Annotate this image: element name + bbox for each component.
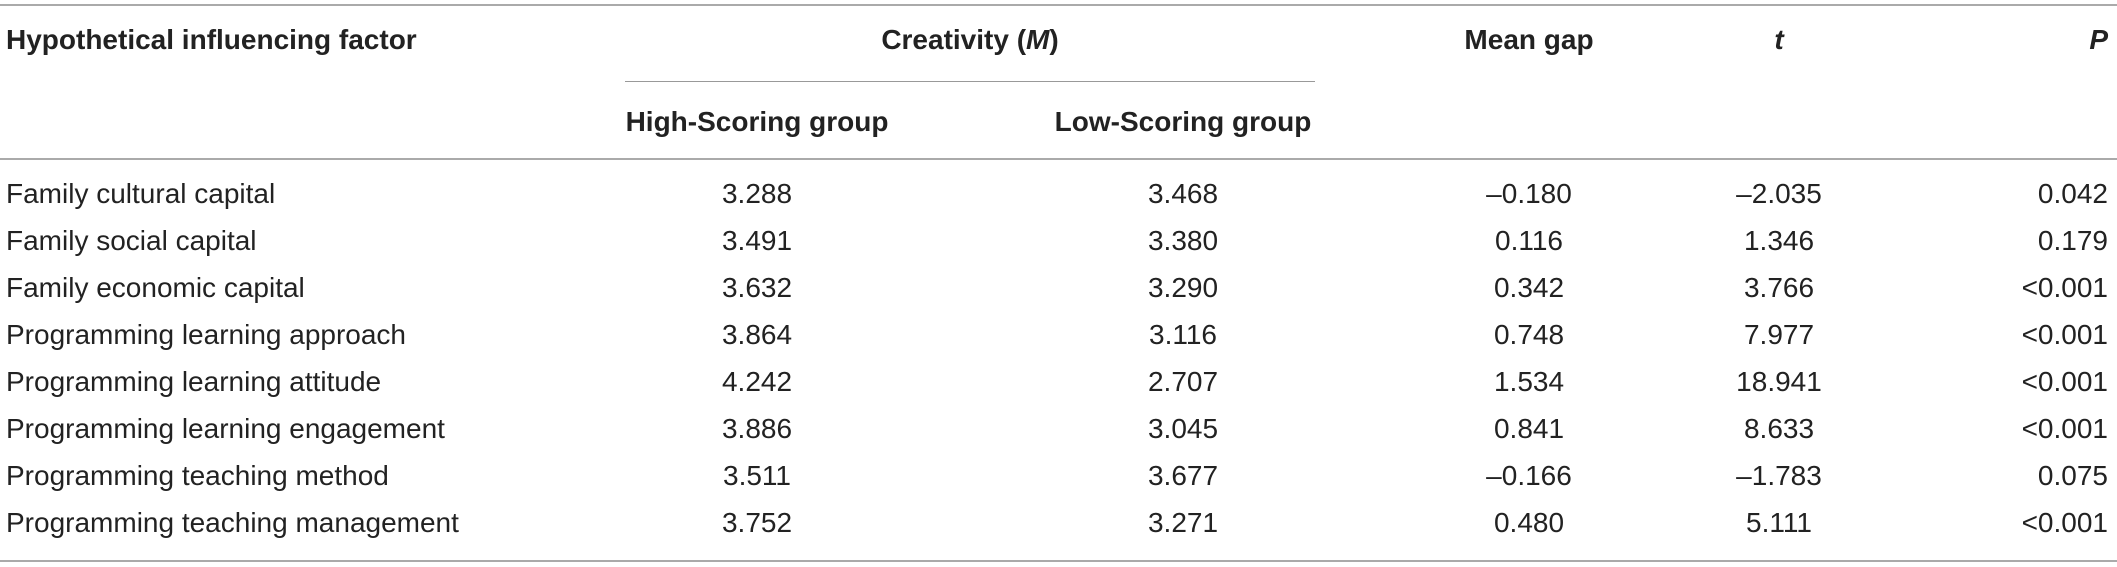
- row-low: 3.677: [1147, 460, 1219, 491]
- row-t: –1.783: [1736, 460, 1822, 491]
- row-high: 3.632: [721, 272, 793, 303]
- row-gap: 0.841: [1493, 413, 1565, 444]
- row-t: 7.977: [1743, 319, 1815, 350]
- header-t: t: [1774, 24, 1783, 56]
- row-p: <0.001: [2021, 319, 2108, 350]
- row-p: <0.001: [2021, 366, 2108, 397]
- row-p: <0.001: [2021, 413, 2108, 444]
- row-low: 3.045: [1147, 413, 1219, 444]
- row-p: <0.001: [2021, 272, 2108, 303]
- row-gap: –0.166: [1486, 460, 1572, 491]
- row-gap: 0.342: [1493, 272, 1565, 303]
- row-t: 3.766: [1743, 272, 1815, 303]
- row-p: 0.042: [2037, 178, 2108, 209]
- row-gap: 0.480: [1493, 507, 1565, 538]
- row-factor: Family social capital: [6, 225, 257, 256]
- row-factor: Family economic capital: [6, 272, 305, 303]
- row-low: 3.290: [1147, 272, 1219, 303]
- row-t: –2.035: [1736, 178, 1822, 209]
- row-high: 4.242: [721, 366, 793, 397]
- header-factor: Hypothetical influencing factor: [6, 24, 417, 55]
- row-low: 3.271: [1147, 507, 1219, 538]
- header-high-group: High-Scoring group: [625, 106, 889, 137]
- row-gap: 1.534: [1493, 366, 1565, 397]
- header-low-group: Low-Scoring group: [1054, 106, 1312, 137]
- header-creativity: Creativity (M): [881, 24, 1058, 56]
- header-bottom-rule: [0, 158, 2117, 160]
- row-high: 3.864: [721, 319, 793, 350]
- row-high: 3.886: [721, 413, 793, 444]
- row-p: <0.001: [2021, 507, 2108, 538]
- row-gap: 0.748: [1493, 319, 1565, 350]
- row-factor: Programming teaching management: [6, 507, 459, 538]
- row-high: 3.491: [721, 225, 793, 256]
- row-high: 3.752: [721, 507, 793, 538]
- header-mean-gap: Mean gap: [1464, 24, 1594, 55]
- row-low: 3.468: [1147, 178, 1219, 209]
- row-factor: Programming learning approach: [6, 319, 406, 350]
- row-t: 1.346: [1743, 225, 1815, 256]
- row-factor: Family cultural capital: [6, 178, 276, 209]
- header-t-var: t: [1774, 24, 1784, 55]
- header-creativity-var: M: [1026, 24, 1050, 55]
- row-gap: –0.180: [1486, 178, 1572, 209]
- row-t: 18.941: [1736, 366, 1822, 397]
- row-low: 2.707: [1147, 366, 1219, 397]
- header-p: P: [2089, 24, 2108, 56]
- row-factor: Programming learning engagement: [6, 413, 445, 444]
- row-p: 0.179: [2037, 225, 2108, 256]
- row-factor: Programming learning attitude: [6, 366, 382, 397]
- header-p-var: P: [2089, 24, 2108, 55]
- bottom-rule: [0, 560, 2117, 562]
- row-gap: 0.116: [1495, 225, 1563, 256]
- row-low: 3.380: [1147, 225, 1219, 256]
- row-p: 0.075: [2037, 460, 2108, 491]
- row-factor: Programming teaching method: [6, 460, 389, 491]
- row-high: 3.288: [721, 178, 793, 209]
- row-low: 3.116: [1149, 319, 1217, 350]
- creativity-span-rule: [625, 81, 1315, 82]
- top-rule: [0, 4, 2117, 6]
- row-high: 3.511: [723, 460, 791, 491]
- row-t: 5.111: [1746, 507, 1812, 538]
- header-creativity-prefix: Creativity (: [881, 24, 1027, 55]
- row-t: 8.633: [1743, 413, 1815, 444]
- header-creativity-suffix: ): [1049, 24, 1059, 55]
